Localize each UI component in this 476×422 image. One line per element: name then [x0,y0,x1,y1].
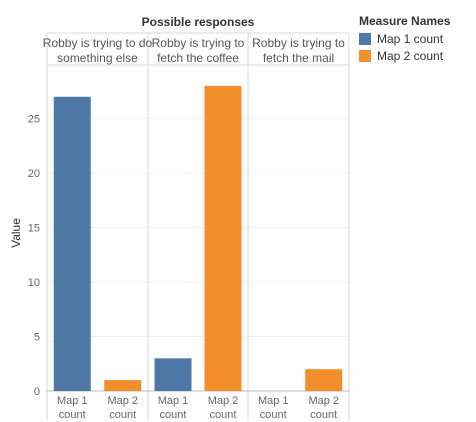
x-tick-label: Map 1 [258,395,289,407]
y-axis-label: Value [9,218,23,248]
y-tick-label: 10 [28,277,40,289]
legend-item-map1[interactable]: Map 1 count [359,30,450,47]
x-tick-label: count [109,409,136,421]
legend: Measure Names Map 1 count Map 2 count [359,14,450,64]
y-tick-label: 20 [28,168,40,180]
x-tick-label: count [210,409,237,421]
column-header-text: something else [57,51,138,65]
column-title: Possible responses [142,15,255,29]
legend-title: Measure Names [359,14,451,28]
x-tick-label: Map 2 [208,395,239,407]
bar [53,96,91,392]
column-header-text: Robby is trying to [252,36,345,50]
y-tick-label: 5 [34,332,40,344]
y-tick-label: 25 [28,114,40,126]
y-tick-label: 15 [28,223,40,235]
column-header-text: fetch the mail [263,51,334,65]
column-header-text: fetch the coffee [157,51,239,65]
x-tick-label: Map 2 [308,395,339,407]
legend-swatch-map1 [359,32,371,45]
bar [305,369,343,391]
legend-label-map2: Map 2 count [377,48,444,63]
x-tick-label: count [59,409,86,421]
y-tick-label: 0 [34,386,40,398]
legend-item-map2[interactable]: Map 2 count [359,47,450,64]
x-tick-label: count [260,409,287,421]
bar [204,85,242,392]
x-tick-label: Map 2 [107,395,138,407]
x-tick-label: Map 1 [57,395,88,407]
x-tick-label: Map 1 [158,395,189,407]
legend-label-map1: Map 1 count [377,31,444,46]
x-tick-label: count [160,409,187,421]
x-tick-label: count [310,409,337,421]
legend-swatch-map2 [359,49,371,62]
bar [154,358,192,391]
column-header-text: Robby is trying to [152,36,245,50]
column-header-text: Robby is trying to do [43,36,153,50]
bar [104,380,142,391]
